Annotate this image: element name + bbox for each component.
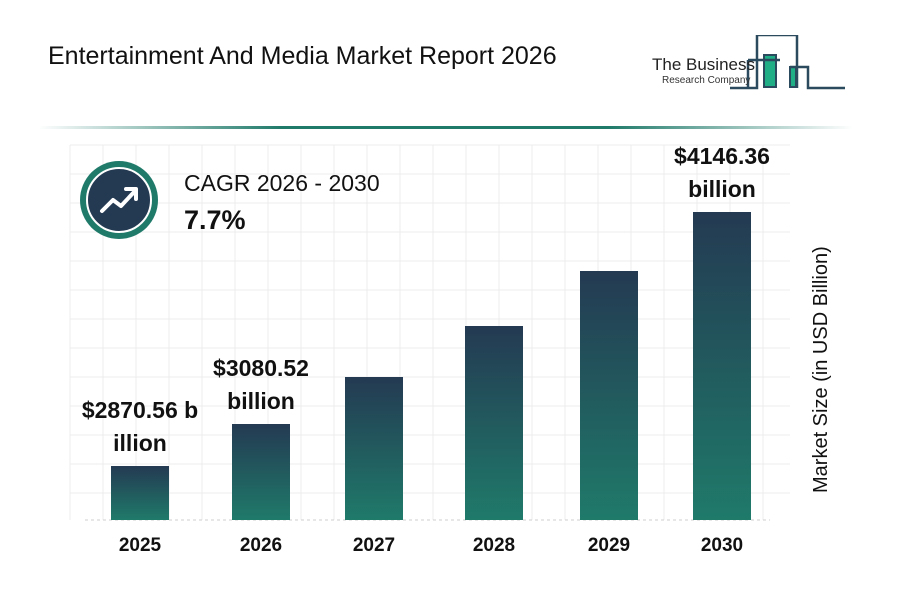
logo-buildings-icon — [730, 35, 845, 90]
company-logo: The Business Research Company — [640, 35, 850, 95]
bar-2030 — [693, 211, 751, 520]
x-tick-label: 2027 — [352, 535, 396, 556]
y-axis-label: Market Size (in USD Billion) — [810, 246, 832, 493]
x-tick-label: 2026 — [239, 535, 283, 556]
x-tick-label: 2028 — [472, 535, 516, 556]
trending-up-icon — [80, 161, 158, 239]
logo-subtext: Research Company — [662, 75, 751, 86]
x-tick-label: 2025 — [118, 535, 162, 556]
bar-2028 — [465, 325, 523, 520]
logo-text: The Business — [652, 55, 755, 74]
x-tick-label: 2030 — [700, 535, 744, 556]
header-divider — [38, 126, 853, 129]
bar-2027 — [345, 376, 403, 520]
bar-2026 — [232, 424, 290, 520]
x-tick-label: 2029 — [587, 535, 631, 556]
page-title: Entertainment And Media Market Report 20… — [48, 42, 557, 70]
bar-2029 — [580, 271, 638, 520]
data-label: $2870.56 billion — [81, 397, 199, 457]
bar-2025 — [111, 466, 169, 520]
data-label: $4146.36 billion — [674, 142, 770, 202]
cagr-value: 7.7% — [184, 205, 246, 235]
data-label: $3080.52 billion — [213, 355, 309, 415]
cagr-label: CAGR 2026 - 2030 — [184, 170, 380, 196]
